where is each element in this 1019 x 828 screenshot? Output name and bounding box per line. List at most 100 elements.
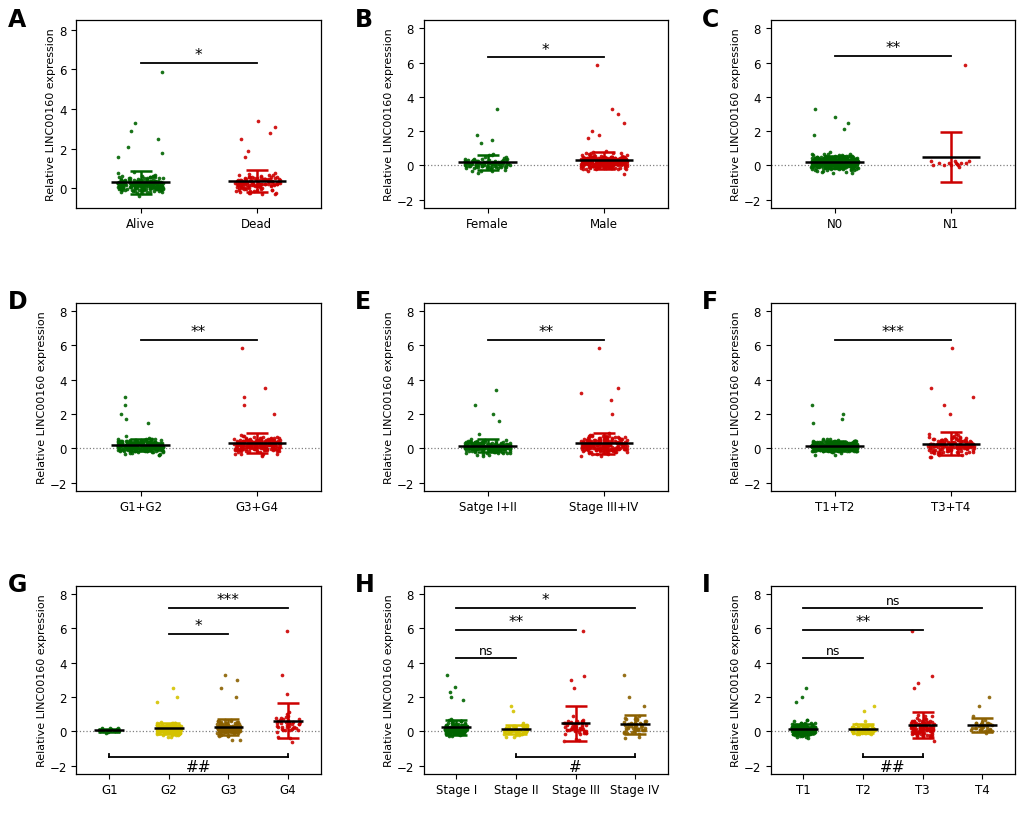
Point xyxy=(237,432,254,445)
Point xyxy=(502,699,519,712)
Point xyxy=(796,720,812,734)
Point xyxy=(264,442,280,455)
Point xyxy=(602,162,619,176)
Point xyxy=(154,444,170,457)
Point xyxy=(904,723,920,736)
Point xyxy=(925,439,942,452)
Point xyxy=(113,436,129,450)
Point xyxy=(473,436,489,449)
Point xyxy=(916,721,932,734)
Point xyxy=(487,440,503,454)
Point xyxy=(569,724,585,737)
Point xyxy=(804,435,820,448)
Point xyxy=(597,162,613,176)
Point xyxy=(279,719,296,732)
Point xyxy=(825,159,842,172)
Point xyxy=(213,682,229,696)
Point xyxy=(97,726,113,739)
Point xyxy=(470,442,486,455)
Point xyxy=(141,179,157,192)
Point xyxy=(142,177,158,190)
Point xyxy=(171,724,187,737)
Point xyxy=(852,718,868,731)
Point xyxy=(226,716,243,729)
Point xyxy=(966,716,982,729)
Point xyxy=(600,161,616,174)
Point xyxy=(269,436,285,449)
Y-axis label: Relative LINC00160 expression: Relative LINC00160 expression xyxy=(383,594,393,766)
Point xyxy=(151,180,167,193)
Point xyxy=(785,715,801,729)
Point xyxy=(865,699,881,712)
Point xyxy=(251,440,267,454)
Point xyxy=(585,441,601,455)
Point xyxy=(837,440,853,454)
Point xyxy=(813,155,829,168)
Point xyxy=(802,440,818,453)
Point xyxy=(933,434,950,447)
Point xyxy=(577,154,593,167)
Point xyxy=(925,447,942,460)
Point xyxy=(448,723,465,736)
Point xyxy=(836,153,852,166)
Point xyxy=(822,439,839,452)
Point xyxy=(856,715,872,728)
Point xyxy=(855,724,871,737)
Point xyxy=(840,154,856,167)
Point xyxy=(596,157,612,171)
Point xyxy=(605,443,622,456)
Point xyxy=(564,721,580,734)
Point xyxy=(453,726,470,739)
Point xyxy=(155,723,171,736)
Point xyxy=(212,723,228,736)
Point xyxy=(129,437,146,450)
Point xyxy=(153,440,169,453)
Point xyxy=(829,440,846,454)
Point xyxy=(163,723,179,736)
Point xyxy=(932,443,949,456)
Point xyxy=(824,445,841,459)
Point xyxy=(494,157,511,171)
Point xyxy=(240,182,257,195)
Point xyxy=(838,441,854,455)
Point xyxy=(784,721,800,734)
Point xyxy=(217,724,233,738)
Point xyxy=(453,724,470,737)
Point xyxy=(613,159,630,172)
Point xyxy=(963,438,979,451)
Point xyxy=(468,159,484,172)
Point xyxy=(217,725,233,739)
Point xyxy=(811,438,827,451)
Point xyxy=(828,434,845,447)
Point xyxy=(848,161,864,174)
Point xyxy=(631,731,647,744)
Point xyxy=(848,724,864,737)
Point xyxy=(502,724,519,738)
Point xyxy=(449,723,466,736)
Point xyxy=(822,156,839,169)
Point xyxy=(212,722,228,735)
Point xyxy=(143,440,159,453)
Point xyxy=(274,712,290,725)
Point xyxy=(580,430,596,443)
Point xyxy=(158,721,174,734)
Point xyxy=(791,718,807,731)
Point xyxy=(212,720,228,734)
Point xyxy=(556,717,573,730)
Point xyxy=(142,182,158,195)
Point xyxy=(154,181,170,194)
Point xyxy=(829,443,846,456)
Point xyxy=(630,728,646,741)
Point xyxy=(839,156,855,170)
Point xyxy=(221,723,237,736)
Point xyxy=(838,156,854,170)
Point xyxy=(581,447,597,460)
Point xyxy=(911,721,927,734)
Point xyxy=(809,160,825,173)
Point xyxy=(148,184,164,197)
Point xyxy=(218,717,234,730)
Point xyxy=(630,723,646,736)
Point xyxy=(151,449,167,462)
Text: ##: ## xyxy=(879,759,905,774)
Point xyxy=(112,176,128,190)
